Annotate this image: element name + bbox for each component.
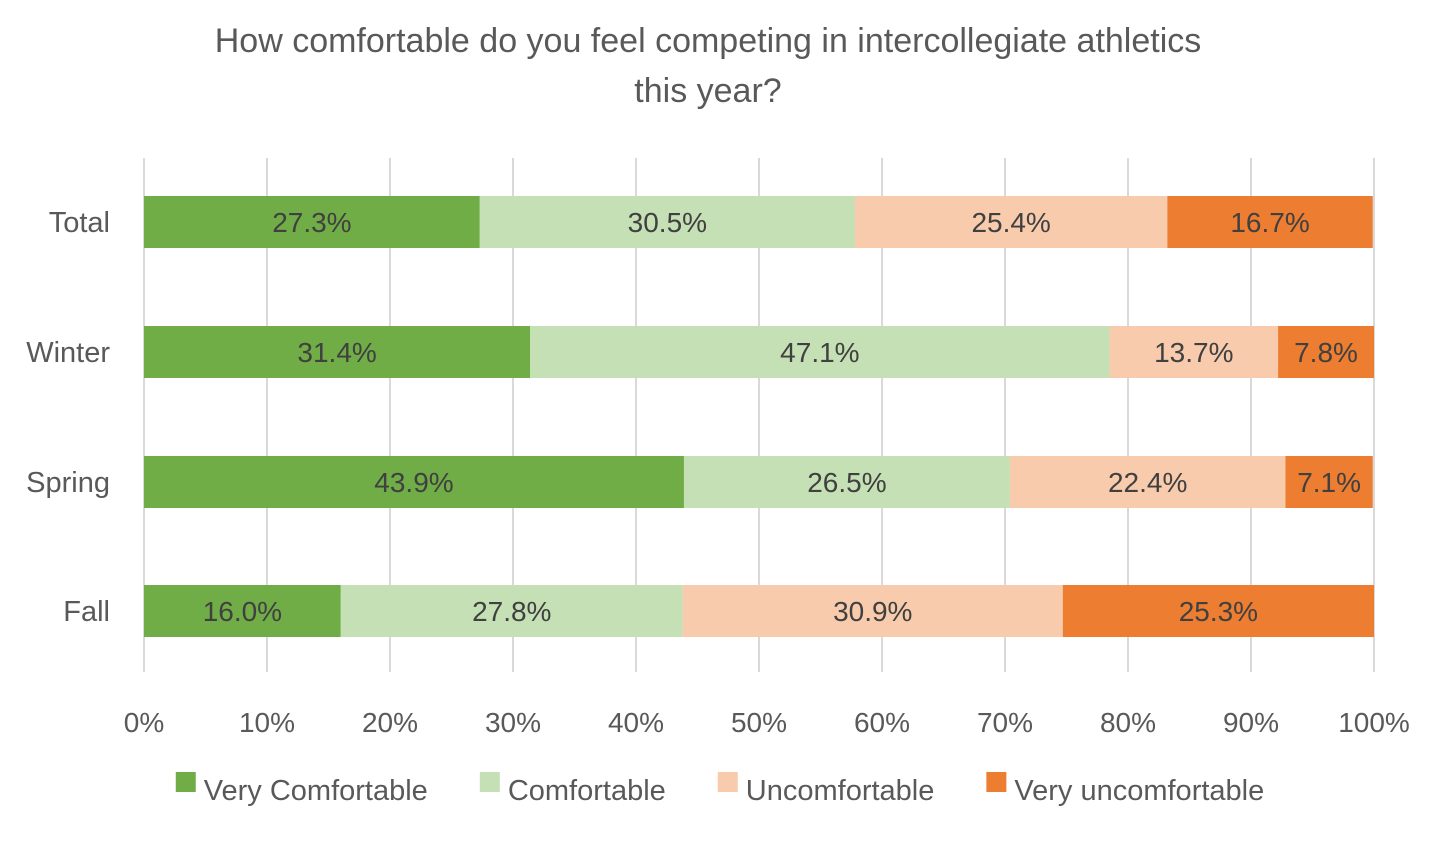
data-label: 27.8% [472, 596, 551, 627]
category-label: Total [49, 207, 110, 239]
x-tick-label: 10% [239, 707, 295, 738]
data-label: 25.4% [971, 207, 1050, 238]
bar-segment [683, 456, 1010, 508]
bar-segment [530, 326, 1110, 378]
bars [144, 196, 1374, 637]
data-label: 47.1% [780, 337, 859, 368]
x-tick-label: 50% [731, 707, 787, 738]
data-labels: 27.3% 30.5% 25.4% 16.7% 31.4% 47.1% 13.7% 7.8% 4… [203, 207, 1361, 627]
x-tick-label: 0% [124, 707, 164, 738]
chart-title-line-1: How comfortable do you feel competing in… [215, 22, 1202, 60]
data-label: 31.4% [297, 337, 376, 368]
bar-segment [854, 196, 1168, 248]
y-axis-categories: Total Winter Spring Fall [26, 207, 110, 628]
bar-segment [479, 196, 855, 248]
legend-label: Comfortable [508, 775, 666, 807]
bar-segment [144, 196, 480, 248]
data-label: 16.7% [1230, 207, 1309, 238]
chart-title-line-2: this year? [634, 72, 781, 110]
data-label: 22.4% [1108, 467, 1187, 498]
bar-segment [682, 585, 1063, 637]
legend-swatch [986, 772, 1007, 792]
x-tick-label: 90% [1223, 707, 1279, 738]
data-label: 43.9% [374, 467, 453, 498]
x-tick-label: 80% [1100, 707, 1156, 738]
legend-swatch [717, 772, 738, 792]
bar-segment [340, 585, 683, 637]
x-tick-label: 100% [1338, 707, 1410, 738]
data-label: 25.3% [1179, 596, 1258, 627]
legend-swatch [479, 772, 500, 792]
bar-segment [1062, 585, 1374, 637]
bar-segment [1109, 326, 1279, 378]
legend-item: Uncomfortable [717, 772, 935, 807]
bar-segment [1278, 326, 1374, 378]
bar-segment [1009, 456, 1286, 508]
x-axis-ticks: 0% 10% 20% 30% 40% 50% 60% 70% 80% 90% 100% [124, 707, 1410, 738]
data-label: 7.1% [1297, 467, 1361, 498]
legend-label: Uncomfortable [746, 775, 935, 807]
legend-label: Very uncomfortable [1014, 775, 1264, 807]
category-label: Winter [26, 337, 110, 369]
bar-segment [144, 326, 531, 378]
x-tick-label: 60% [854, 707, 910, 738]
category-label: Fall [63, 596, 110, 628]
data-label: 27.3% [272, 207, 351, 238]
data-label: 13.7% [1154, 337, 1233, 368]
category-label: Spring [26, 467, 110, 499]
bar-segment [1285, 456, 1373, 508]
legend-item: Very uncomfortable [986, 772, 1264, 807]
legend-item: Very Comfortable [175, 772, 428, 807]
x-tick-label: 40% [608, 707, 664, 738]
data-label: 30.9% [833, 596, 912, 627]
data-label: 16.0% [203, 596, 282, 627]
bar-segment [1167, 196, 1373, 248]
x-tick-label: 20% [362, 707, 418, 738]
data-label: 30.5% [628, 207, 707, 238]
legend-item: Comfortable [479, 772, 666, 807]
bar-segment [144, 585, 341, 637]
legend: Very Comfortable Comfortable Uncomfortable… [175, 772, 1264, 807]
bar-segment [144, 456, 684, 508]
x-tick-label: 30% [485, 707, 541, 738]
x-tick-label: 70% [977, 707, 1033, 738]
legend-swatch [175, 772, 196, 792]
data-label: 26.5% [807, 467, 886, 498]
chart-title: How comfortable do you feel competing in… [215, 22, 1202, 110]
legend-label: Very Comfortable [204, 775, 428, 807]
data-label: 7.8% [1294, 337, 1358, 368]
